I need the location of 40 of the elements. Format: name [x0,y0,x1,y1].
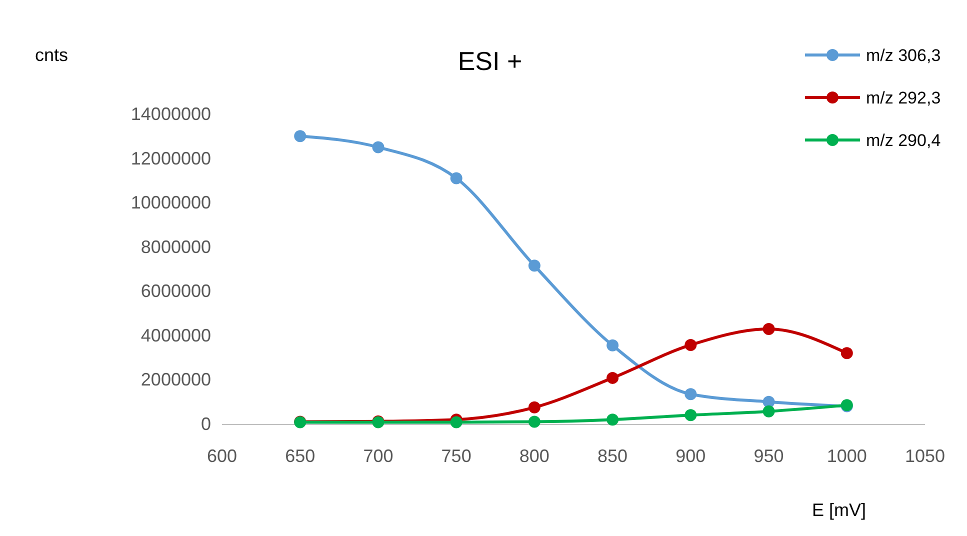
point [372,141,384,154]
x-tick-label: 1050 [904,446,946,466]
point [528,401,540,414]
x-tick-label: 750 [441,446,472,466]
x-tick-label: 800 [519,446,550,466]
y-tick-label: 12000000 [130,148,211,168]
point [684,338,697,351]
legend-label: m/z 290,4 [866,131,941,150]
x-tick-label: 1000 [826,446,867,466]
y-tick-label: 8000000 [140,236,211,257]
x-tick-label: 700 [363,446,394,466]
legend-label: m/z 306,3 [866,46,941,65]
point [840,347,853,360]
legend-label: m/z 292,3 [866,88,941,108]
y-tick-label: 4000000 [140,325,211,346]
point [528,260,540,272]
point [606,339,619,352]
chart-title: ESI + [458,46,522,76]
point [294,130,306,142]
point [528,416,540,428]
point [606,372,619,384]
x-tick-label: 900 [676,446,706,466]
x-tick-label: 850 [598,446,628,466]
y-tick-label: 14000000 [130,104,211,124]
point [450,416,462,428]
y-tick-label: 6000000 [140,281,211,302]
point [450,172,462,184]
y-tick-label: 10000000 [130,192,211,213]
x-tick-label: 650 [285,446,316,466]
y-axis-title: cnts [35,45,68,65]
point [684,409,697,422]
point [684,388,697,400]
y-tick-label: 2000000 [140,370,211,390]
x-tick-label: 950 [754,446,784,466]
y-tick-label: 0 [200,414,211,434]
point [762,323,775,336]
x-tick-label: 600 [206,446,238,466]
point [762,405,775,418]
x-axis-title: E [mV] [812,500,866,520]
point [606,414,619,426]
